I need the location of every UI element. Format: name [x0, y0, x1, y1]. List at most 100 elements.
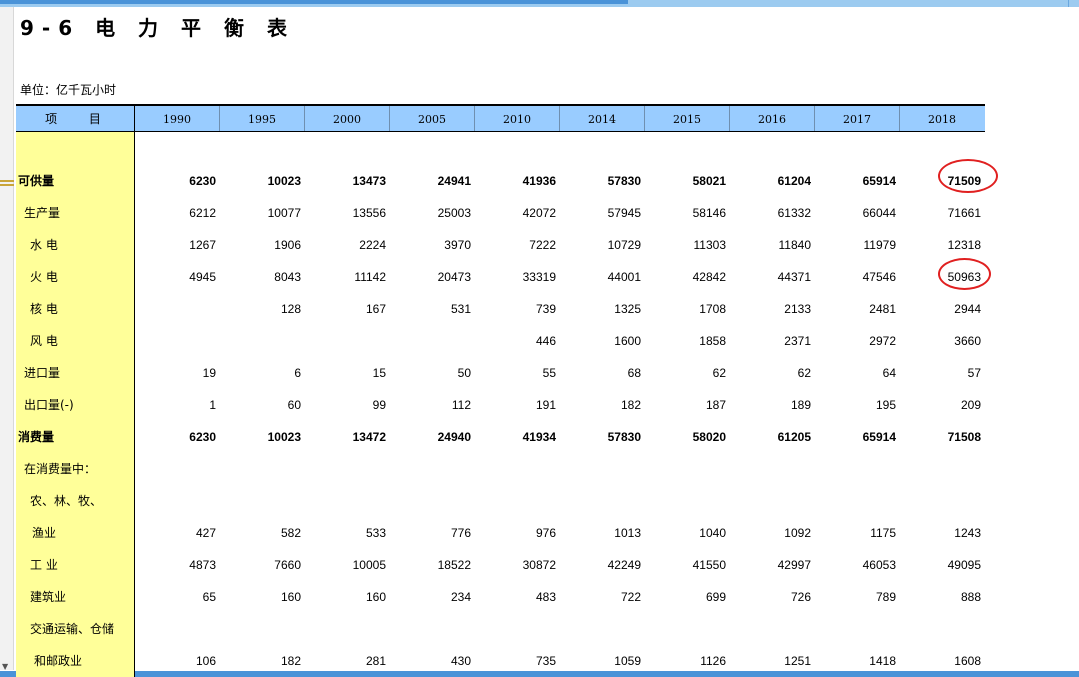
table-cell: 699 — [705, 590, 726, 604]
table-cell: 58020 — [692, 430, 726, 444]
table-cell: 57 — [967, 366, 981, 380]
table-cell: 41936 — [522, 174, 556, 188]
table-cell: 1092 — [784, 526, 811, 540]
table-cell: 167 — [365, 302, 386, 316]
table-cell: 1040 — [699, 526, 726, 540]
table-cell: 160 — [280, 590, 301, 604]
row-label: 水 电 — [30, 238, 58, 252]
table-cell: 1858 — [699, 334, 726, 348]
table-row: 生产量 6212 10077 13556 25003 42072 57945 58146 613… — [16, 203, 985, 223]
table-cell: 6 — [294, 366, 301, 380]
scroll-down-icon[interactable]: ▼ — [2, 662, 9, 671]
table-cell: 7660 — [274, 558, 301, 572]
table-cell: 10023 — [267, 430, 301, 444]
table-cell: 1251 — [784, 654, 811, 668]
table-cell: 7222 — [529, 238, 556, 252]
table-cell: 888 — [960, 590, 981, 604]
table-cell: 12318 — [947, 238, 981, 252]
table-row: 可供量 6230 10023 13473 24941 41936 57830 58021 612… — [16, 171, 985, 191]
table-row: 消费量 6230 10023 13472 24940 41934 57830 58020 612… — [16, 427, 985, 447]
table-cell: 2944 — [954, 302, 981, 316]
table-row: 工 业 4873 7660 10005 18522 30872 42249 41550 4299… — [16, 555, 985, 575]
table-cell: 112 — [451, 398, 471, 412]
table-cell: 6212 — [189, 206, 216, 220]
highlight-circle — [938, 159, 998, 193]
label-column-background — [16, 132, 134, 677]
table-cell: 99 — [372, 398, 386, 412]
table-cell: 2133 — [784, 302, 811, 316]
table-cell: 739 — [535, 302, 556, 316]
table-cell: 531 — [450, 302, 471, 316]
table-cell: 722 — [620, 590, 641, 604]
table-cell: 533 — [365, 526, 386, 540]
table-cell: 2224 — [359, 238, 386, 252]
table-cell: 57945 — [607, 206, 641, 220]
row-label: 和邮政业 — [34, 654, 83, 668]
unit-label: 单位：亿千瓦小时 — [20, 83, 117, 97]
header-year-2015: 2015 — [644, 106, 729, 131]
table-cell: 4873 — [189, 558, 216, 572]
table-header: 项 目 1990 1995 2000 2005 2010 2014 2015 2016 2017… — [16, 104, 985, 132]
table-cell: 735 — [535, 654, 556, 668]
table-cell: 50 — [457, 366, 471, 380]
table-row: 核 电 128 167 531 739 1325 1708 2133 2481 2944 — [16, 299, 985, 319]
table-cell: 446 — [535, 334, 556, 348]
table-cell: 58021 — [692, 174, 726, 188]
row-label: 生产量 — [24, 206, 61, 220]
table-cell: 430 — [450, 654, 471, 668]
row-label: 可供量 — [18, 174, 55, 188]
table-cell: 47546 — [862, 270, 896, 284]
table-cell: 182 — [280, 654, 301, 668]
table-cell: 25003 — [437, 206, 471, 220]
table-cell: 1708 — [699, 302, 726, 316]
table-cell: 191 — [535, 398, 556, 412]
table-cell: 71508 — [947, 430, 981, 444]
table-cell: 483 — [535, 590, 556, 604]
table-cell: 33319 — [522, 270, 556, 284]
table-row: 风 电 446 1600 1858 2371 2972 3660 — [16, 331, 985, 351]
table-cell: 61204 — [777, 174, 811, 188]
table-cell: 57830 — [607, 430, 641, 444]
header-year-2000: 2000 — [304, 106, 389, 131]
table-cell: 209 — [960, 398, 981, 412]
table-cell: 42997 — [777, 558, 811, 572]
row-label: 工 业 — [30, 558, 58, 572]
top-bar-tick — [1068, 0, 1079, 7]
table-cell: 30872 — [522, 558, 556, 572]
table-cell: 2972 — [869, 334, 896, 348]
table-cell: 1608 — [954, 654, 981, 668]
header-year-2018: 2018 — [899, 106, 984, 131]
table-cell: 6230 — [189, 430, 216, 444]
table-cell: 66044 — [862, 206, 896, 220]
table-cell: 789 — [875, 590, 896, 604]
table-cell: 61205 — [777, 430, 811, 444]
top-bar-segment — [0, 0, 628, 4]
window-top-bar — [0, 0, 1079, 7]
table-cell: 71661 — [947, 206, 981, 220]
table-cell: 1059 — [614, 654, 641, 668]
table-cell: 18522 — [437, 558, 471, 572]
table-row: 建筑业 65 160 160 234 483 722 699 726 789 888 — [16, 587, 985, 607]
left-scrollbar[interactable]: ▼ — [0, 7, 14, 671]
table-row: 和邮政业 106 182 281 430 735 1059 1126 1251 1418 1608 — [16, 651, 985, 671]
row-label: 火 电 — [30, 270, 58, 284]
row-label: 农、林、牧、 — [30, 494, 103, 508]
table-cell: 3660 — [954, 334, 981, 348]
table-cell: 128 — [280, 302, 301, 316]
row-label: 出口量(-) — [24, 398, 74, 412]
table-cell: 58146 — [692, 206, 726, 220]
table-row: 在消费量中： — [16, 459, 985, 479]
table-cell: 44371 — [777, 270, 811, 284]
table-cell: 13473 — [352, 174, 386, 188]
table-cell: 182 — [620, 398, 641, 412]
table-cell: 42249 — [607, 558, 641, 572]
table-cell: 65 — [202, 590, 216, 604]
table-cell: 57830 — [607, 174, 641, 188]
row-label: 渔业 — [32, 526, 57, 540]
table-cell: 189 — [790, 398, 811, 412]
table-cell: 13472 — [352, 430, 386, 444]
header-item-label: 项 目 — [45, 112, 115, 126]
table-cell: 106 — [195, 654, 216, 668]
table-row: 进口量 19 6 15 50 55 68 62 62 64 57 — [16, 363, 985, 383]
table-cell: 10077 — [267, 206, 301, 220]
